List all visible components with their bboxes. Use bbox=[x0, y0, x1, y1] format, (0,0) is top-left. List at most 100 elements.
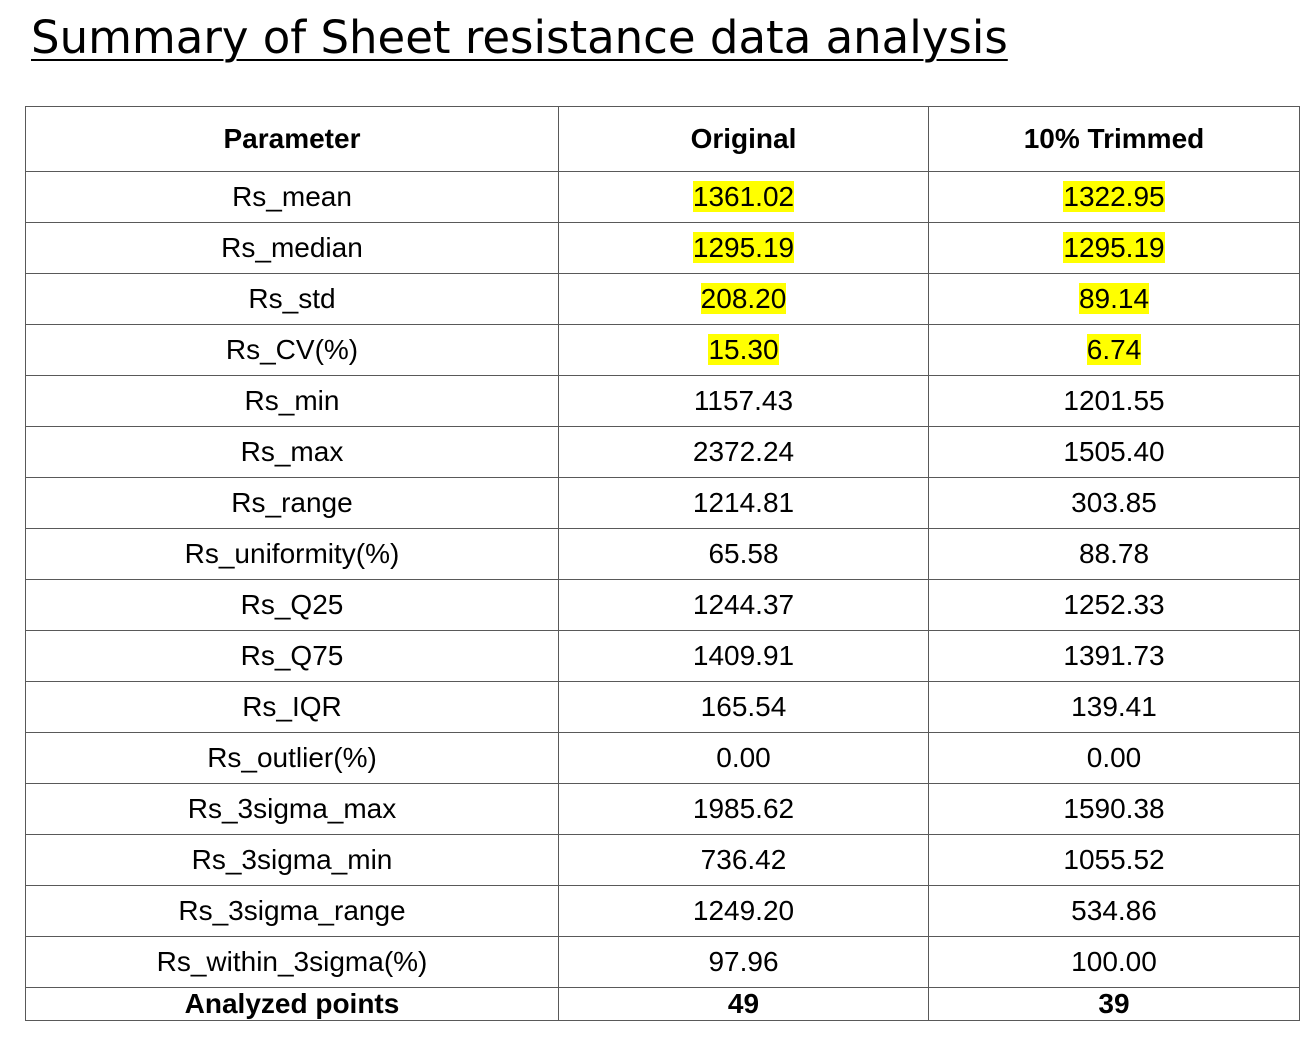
table-row: Rs_outlier(%) 0.00 0.00 bbox=[25, 732, 1300, 784]
table-row: Rs_std 208.20 89.14 bbox=[25, 273, 1300, 325]
parameter-cell: Rs_std bbox=[25, 273, 559, 325]
value: 534.86 bbox=[1071, 895, 1157, 926]
value: 2372.24 bbox=[692, 436, 795, 467]
original-cell: 1361.02 bbox=[558, 171, 929, 223]
parameter-cell: Rs_outlier(%) bbox=[25, 732, 559, 784]
highlighted-value: 1322.95 bbox=[1063, 181, 1165, 212]
value: 1201.55 bbox=[1063, 385, 1165, 416]
parameter-cell: Rs_range bbox=[25, 477, 559, 529]
original-cell: 65.58 bbox=[558, 528, 929, 580]
value: 100.00 bbox=[1071, 946, 1157, 977]
trimmed-cell: 1322.95 bbox=[928, 171, 1300, 223]
trimmed-cell: 1590.38 bbox=[928, 783, 1300, 835]
footer-original-cell: 49 bbox=[558, 987, 929, 1021]
table-row: Rs_median 1295.19 1295.19 bbox=[25, 222, 1300, 274]
value: 1409.91 bbox=[692, 640, 795, 671]
table-row: Rs_IQR 165.54 139.41 bbox=[25, 681, 1300, 733]
footer-trimmed-cell: 39 bbox=[928, 987, 1300, 1021]
parameter-cell: Rs_Q25 bbox=[25, 579, 559, 631]
highlighted-value: 1295.19 bbox=[692, 232, 795, 263]
original-cell: 1409.91 bbox=[558, 630, 929, 682]
value: 1244.37 bbox=[692, 589, 795, 620]
trimmed-cell: 1295.19 bbox=[928, 222, 1300, 274]
original-cell: 1244.37 bbox=[558, 579, 929, 631]
original-cell: 1214.81 bbox=[558, 477, 929, 529]
value: 1249.20 bbox=[692, 895, 795, 926]
table-row: Rs_mean 1361.02 1322.95 bbox=[25, 171, 1300, 223]
trimmed-cell: 1252.33 bbox=[928, 579, 1300, 631]
parameter-cell: Rs_max bbox=[25, 426, 559, 478]
trimmed-cell: 1201.55 bbox=[928, 375, 1300, 427]
value: 1055.52 bbox=[1063, 844, 1165, 875]
table-header-row: Parameter Original 10% Trimmed bbox=[25, 106, 1300, 172]
table-row: Rs_min 1157.43 1201.55 bbox=[25, 375, 1300, 427]
value: 1985.62 bbox=[692, 793, 795, 824]
parameter-cell: Rs_uniformity(%) bbox=[25, 528, 559, 580]
page-title: Summary of Sheet resistance data analysi… bbox=[31, 11, 1008, 64]
highlighted-value: 89.14 bbox=[1078, 283, 1150, 314]
original-cell: 1157.43 bbox=[558, 375, 929, 427]
table-row: Rs_CV(%) 15.30 6.74 bbox=[25, 324, 1300, 376]
trimmed-cell: 88.78 bbox=[928, 528, 1300, 580]
value: 1590.38 bbox=[1063, 793, 1165, 824]
parameter-cell: Rs_mean bbox=[25, 171, 559, 223]
header-parameter: Parameter bbox=[25, 106, 559, 172]
trimmed-cell: 534.86 bbox=[928, 885, 1300, 937]
parameter-cell: Rs_CV(%) bbox=[25, 324, 559, 376]
summary-table: Parameter Original 10% Trimmed Rs_mean 13… bbox=[25, 106, 1300, 1021]
highlighted-value: 1361.02 bbox=[692, 181, 795, 212]
parameter-cell: Rs_IQR bbox=[25, 681, 559, 733]
original-cell: 736.42 bbox=[558, 834, 929, 886]
trimmed-cell: 1505.40 bbox=[928, 426, 1300, 478]
original-cell: 15.30 bbox=[558, 324, 929, 376]
original-cell: 0.00 bbox=[558, 732, 929, 784]
header-original: Original bbox=[558, 106, 929, 172]
header-trimmed: 10% Trimmed bbox=[928, 106, 1300, 172]
trimmed-cell: 0.00 bbox=[928, 732, 1300, 784]
table-row: Rs_range 1214.81 303.85 bbox=[25, 477, 1300, 529]
original-cell: 1295.19 bbox=[558, 222, 929, 274]
trimmed-cell: 1055.52 bbox=[928, 834, 1300, 886]
value: 1505.40 bbox=[1063, 436, 1165, 467]
value: 303.85 bbox=[1071, 487, 1157, 518]
parameter-cell: Rs_3sigma_max bbox=[25, 783, 559, 835]
value: 0.00 bbox=[1086, 742, 1142, 773]
table-footer-row: Analyzed points 49 39 bbox=[25, 987, 1300, 1021]
table-row: Rs_3sigma_range 1249.20 534.86 bbox=[25, 885, 1300, 937]
original-cell: 1985.62 bbox=[558, 783, 929, 835]
trimmed-cell: 303.85 bbox=[928, 477, 1300, 529]
trimmed-cell: 6.74 bbox=[928, 324, 1300, 376]
original-cell: 1249.20 bbox=[558, 885, 929, 937]
original-cell: 208.20 bbox=[558, 273, 929, 325]
value: 1157.43 bbox=[693, 385, 794, 416]
value: 88.78 bbox=[1078, 538, 1150, 569]
parameter-cell: Rs_min bbox=[25, 375, 559, 427]
value: 139.41 bbox=[1071, 691, 1157, 722]
value: 1252.33 bbox=[1063, 589, 1165, 620]
value: 736.42 bbox=[700, 844, 787, 875]
value: 65.58 bbox=[708, 538, 779, 569]
table-row: Rs_within_3sigma(%) 97.96 100.00 bbox=[25, 936, 1300, 988]
parameter-cell: Rs_3sigma_min bbox=[25, 834, 559, 886]
value: 1391.73 bbox=[1063, 640, 1165, 671]
value: 97.96 bbox=[708, 946, 779, 977]
table-row: Rs_Q25 1244.37 1252.33 bbox=[25, 579, 1300, 631]
table-row: Rs_uniformity(%) 65.58 88.78 bbox=[25, 528, 1300, 580]
parameter-cell: Rs_3sigma_range bbox=[25, 885, 559, 937]
value: 165.54 bbox=[700, 691, 787, 722]
parameter-cell: Rs_Q75 bbox=[25, 630, 559, 682]
highlighted-value: 1295.19 bbox=[1063, 232, 1165, 263]
table-row: Rs_3sigma_min 736.42 1055.52 bbox=[25, 834, 1300, 886]
parameter-cell: Rs_median bbox=[25, 222, 559, 274]
original-cell: 97.96 bbox=[558, 936, 929, 988]
parameter-cell: Rs_within_3sigma(%) bbox=[25, 936, 559, 988]
table-row: Rs_3sigma_max 1985.62 1590.38 bbox=[25, 783, 1300, 835]
table-body: Rs_mean 1361.02 1322.95 Rs_median 1295.19 129… bbox=[25, 171, 1300, 988]
table-row: Rs_Q75 1409.91 1391.73 bbox=[25, 630, 1300, 682]
table-row: Rs_max 2372.24 1505.40 bbox=[25, 426, 1300, 478]
highlighted-value: 208.20 bbox=[700, 283, 787, 314]
trimmed-cell: 100.00 bbox=[928, 936, 1300, 988]
trimmed-cell: 139.41 bbox=[928, 681, 1300, 733]
footer-parameter-cell: Analyzed points bbox=[25, 987, 559, 1021]
original-cell: 2372.24 bbox=[558, 426, 929, 478]
